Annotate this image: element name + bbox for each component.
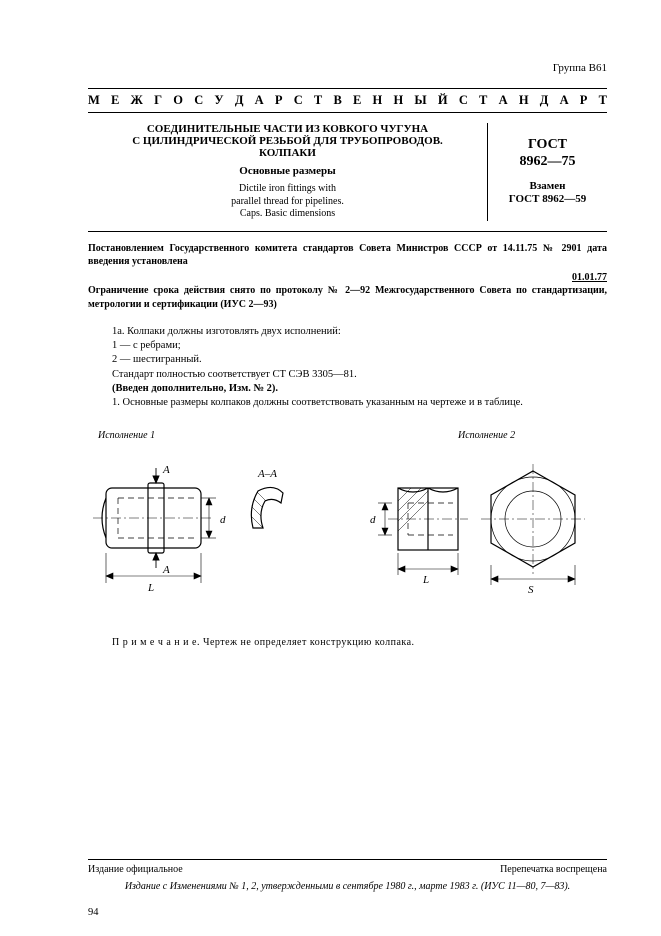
body-p3: 2 — шестигранный. — [88, 353, 607, 367]
title-line-2: С ЦИЛИНДРИЧЕСКОЙ РЕЗЬБОЙ ДЛЯ ТРУБОПРОВОД… — [88, 135, 487, 147]
decree-date: 01.01.77 — [88, 271, 607, 285]
eng-line-1: Dictile iron fittings with — [88, 183, 487, 196]
decree-block: Постановлением Государственного комитета… — [88, 242, 607, 312]
figure-2-drawing: d L — [368, 453, 608, 613]
figures-row: Исполнение 1 — [88, 430, 607, 613]
fig2-dim-L: L — [422, 574, 429, 586]
figure-1-caption: Исполнение 1 — [98, 430, 308, 441]
fig1-dim-d: d — [220, 514, 226, 526]
supersedes: Взамен ГОСТ 8962—59 — [509, 180, 586, 206]
body-p1: 1а. Колпаки должны изготовлять двух испо… — [88, 325, 607, 339]
footer-left: Издание официальное — [88, 864, 183, 875]
gost-label: ГОСТ — [520, 137, 576, 153]
standard-band: М Е Ж Г О С У Д А Р С Т В Е Н Н Ы Й С Т … — [88, 88, 607, 113]
group-label: Группа В61 — [88, 62, 607, 74]
body-p2: 1 — с ребрами; — [88, 339, 607, 353]
title-line-1: СОЕДИНИТЕЛЬНЫЕ ЧАСТИ ИЗ КОВКОГО ЧУГУНА — [88, 123, 487, 135]
body-p6: 1. Основные размеры колпаков должны соот… — [88, 396, 607, 410]
footer: Издание официальное Перепечатка воспреще… — [88, 859, 607, 892]
body-text: 1а. Колпаки должны изготовлять двух испо… — [88, 325, 607, 410]
vzamen-num: ГОСТ 8962—59 — [509, 193, 586, 206]
fig1-label-A-top: А — [162, 464, 170, 476]
gost-num: 8962—75 — [520, 154, 576, 170]
page: Группа В61 М Е Ж Г О С У Д А Р С Т В Е Н… — [0, 0, 661, 936]
body-p4: Стандарт полностью соответствует СТ СЭВ … — [88, 368, 607, 382]
footer-amendments: Издание с Изменениями № 1, 2, утвержденн… — [88, 881, 607, 892]
figure-1: Исполнение 1 — [88, 430, 308, 603]
english-lines: Dictile iron fittings with parallel thre… — [88, 183, 487, 221]
header-block: СОЕДИНИТЕЛЬНЫЕ ЧАСТИ ИЗ КОВКОГО ЧУГУНА С… — [88, 113, 607, 232]
eng-line-2: parallel thread for pipelines. — [88, 196, 487, 209]
fig1-dim-L: L — [147, 582, 154, 594]
figure-1-drawing: А А d L — [88, 453, 308, 603]
footer-right: Перепечатка воспрещена — [500, 864, 607, 875]
drawing-note: П р и м е ч а н и е. Чертеж не определяе… — [88, 637, 607, 648]
body-p5: (Введен дополнительно, Изм. № 2). — [88, 382, 607, 396]
vzamen-label: Взамен — [509, 180, 586, 193]
gost-number: ГОСТ 8962—75 — [520, 137, 576, 169]
fig1-label-A-bot: А — [162, 564, 170, 576]
subtitle: Основные размеры — [88, 165, 487, 177]
title-line-3: КОЛПАКИ — [88, 147, 487, 159]
figure-2-caption: Исполнение 2 — [458, 430, 608, 441]
page-number: 94 — [88, 907, 99, 918]
header-left: СОЕДИНИТЕЛЬНЫЕ ЧАСТИ ИЗ КОВКОГО ЧУГУНА С… — [88, 123, 487, 221]
figure-2: Исполнение 2 — [368, 430, 608, 613]
fig1-section-label: А–А — [257, 468, 277, 480]
eng-line-3: Caps. Basic dimensions — [88, 208, 487, 221]
decree-line-1: Постановлением Государственного комитета… — [88, 242, 607, 269]
header-right: ГОСТ 8962—75 Взамен ГОСТ 8962—59 — [487, 123, 607, 221]
fig2-dim-d: d — [370, 514, 376, 526]
decree-line-2: Ограничение срока действия снято по прот… — [88, 284, 607, 311]
fig2-dim-S: S — [528, 584, 534, 596]
